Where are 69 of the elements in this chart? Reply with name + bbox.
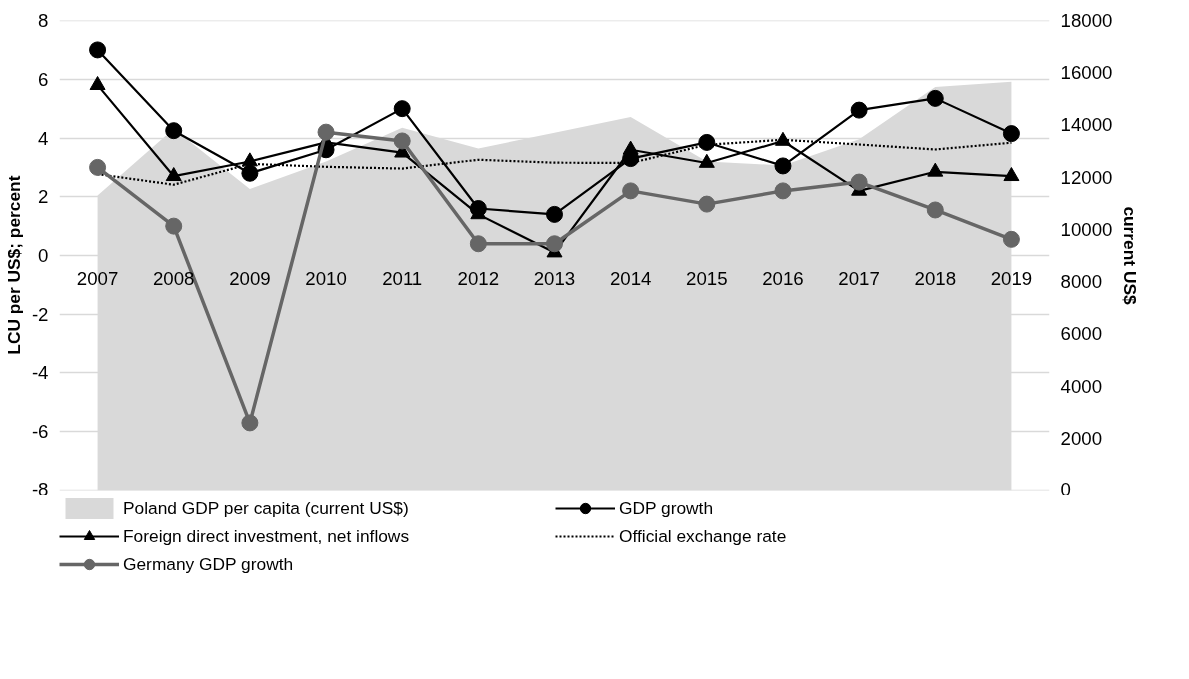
y-tick-label: 4 bbox=[38, 127, 49, 149]
y2-tick-label: 16000 bbox=[1060, 62, 1113, 84]
y2-tick-label: 12000 bbox=[1060, 166, 1113, 188]
point bbox=[469, 235, 487, 253]
x-tick-label: 2012 bbox=[457, 267, 500, 289]
legend-label: Poland GDP per capita (current US$) bbox=[123, 497, 410, 519]
point bbox=[89, 158, 107, 176]
point bbox=[850, 101, 868, 119]
point bbox=[546, 235, 563, 253]
x-tick-label: 2019 bbox=[990, 267, 1033, 289]
point bbox=[622, 182, 640, 200]
y-tick-label: 0 bbox=[38, 245, 49, 266]
y2-tick-label: 4000 bbox=[1060, 375, 1103, 397]
y-tick-label: -6 bbox=[31, 421, 49, 443]
x-tick-label: 2008 bbox=[152, 267, 195, 289]
x-tick-label: 2017 bbox=[838, 267, 880, 289]
x-tick-label: 2018 bbox=[914, 267, 957, 289]
point bbox=[1003, 167, 1020, 182]
point bbox=[927, 162, 944, 177]
y-tick-label: -4 bbox=[31, 362, 49, 384]
y2-tick-label: 18000 bbox=[1060, 10, 1113, 31]
y2-tick-label: 14000 bbox=[1060, 114, 1113, 136]
y-tick-label: 2 bbox=[38, 186, 49, 208]
y2-tick-label: 8000 bbox=[1060, 271, 1103, 293]
x-tick-label: 2009 bbox=[229, 267, 271, 289]
x-tick-label: 2014 bbox=[609, 267, 652, 289]
point bbox=[546, 205, 563, 223]
y2-tick-label: 6000 bbox=[1060, 323, 1103, 345]
point bbox=[165, 122, 183, 140]
point bbox=[774, 131, 791, 146]
point bbox=[89, 41, 107, 59]
x-tick-label: 2010 bbox=[305, 267, 347, 289]
point bbox=[165, 217, 183, 235]
point bbox=[317, 123, 335, 141]
y-tick-label: 8 bbox=[38, 10, 49, 32]
x-tick-label: 2016 bbox=[762, 267, 804, 289]
x-tick-label: 2013 bbox=[533, 267, 576, 289]
y2-tick-label: 2000 bbox=[1060, 427, 1103, 449]
legend-label: Official exchange rate bbox=[619, 525, 788, 547]
y-axis-title: LCU per US$; percent bbox=[3, 175, 24, 355]
point bbox=[89, 76, 106, 90]
point bbox=[622, 140, 639, 155]
point bbox=[241, 164, 259, 182]
x-tick-label: 2011 bbox=[382, 267, 423, 289]
point bbox=[393, 100, 411, 118]
point bbox=[393, 132, 411, 150]
x-tick-label: 2007 bbox=[76, 267, 119, 289]
y2-tick-label: 10000 bbox=[1060, 218, 1113, 240]
point bbox=[774, 182, 792, 200]
legend-label: Foreign direct investment, net inflows bbox=[123, 525, 411, 547]
y-tick-label: 6 bbox=[38, 68, 49, 90]
point bbox=[774, 157, 792, 175]
legend-label: Germany GDP growth bbox=[123, 553, 295, 575]
point bbox=[850, 173, 868, 191]
y2-tick-label: 0 bbox=[1060, 478, 1071, 500]
legend-label: GDP growth bbox=[619, 497, 715, 519]
point bbox=[165, 167, 182, 182]
y2-axis-title: current US$ bbox=[1120, 206, 1141, 305]
point bbox=[1002, 125, 1020, 143]
point bbox=[698, 133, 716, 151]
y-tick-label: -2 bbox=[31, 303, 49, 325]
point bbox=[926, 201, 944, 219]
y-tick-label: -8 bbox=[31, 478, 49, 500]
x-tick-label: 2015 bbox=[686, 267, 728, 289]
point bbox=[698, 195, 716, 213]
point bbox=[241, 414, 259, 432]
point bbox=[698, 153, 715, 168]
point bbox=[1002, 230, 1020, 248]
point bbox=[926, 89, 944, 107]
